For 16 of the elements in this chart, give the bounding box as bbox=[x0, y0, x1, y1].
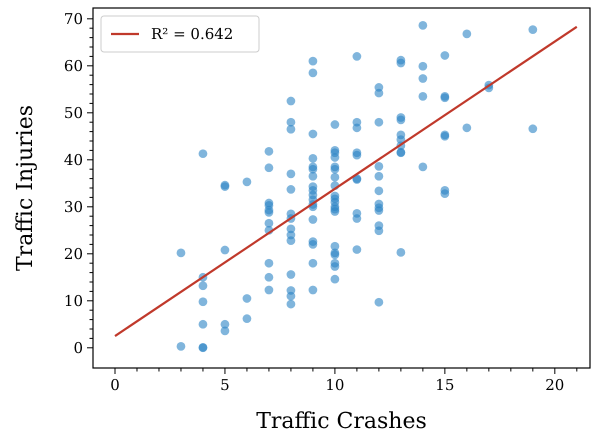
y-tick-label: 40 bbox=[64, 150, 83, 169]
y-axis-title: Traffic Injuries bbox=[13, 105, 38, 271]
x-axis-title: Traffic Crashes bbox=[256, 409, 427, 434]
y-tick-label: 20 bbox=[64, 244, 83, 263]
x-tick-label: 0 bbox=[110, 376, 120, 394]
y-tick-label: 30 bbox=[64, 198, 83, 216]
y-tick-label: 70 bbox=[64, 10, 83, 28]
x-tick-label: 10 bbox=[325, 376, 344, 394]
y-tick-label: 10 bbox=[64, 292, 83, 310]
x-tick-label: 5 bbox=[220, 376, 230, 394]
x-tick-label: 15 bbox=[435, 376, 454, 394]
y-tick-label: 0 bbox=[73, 338, 83, 357]
y-tick-label: 60 bbox=[64, 56, 83, 75]
x-tick-label: 20 bbox=[545, 376, 564, 394]
legend-label: R² = 0.642 bbox=[151, 25, 234, 43]
y-tick-label: 50 bbox=[64, 104, 83, 122]
